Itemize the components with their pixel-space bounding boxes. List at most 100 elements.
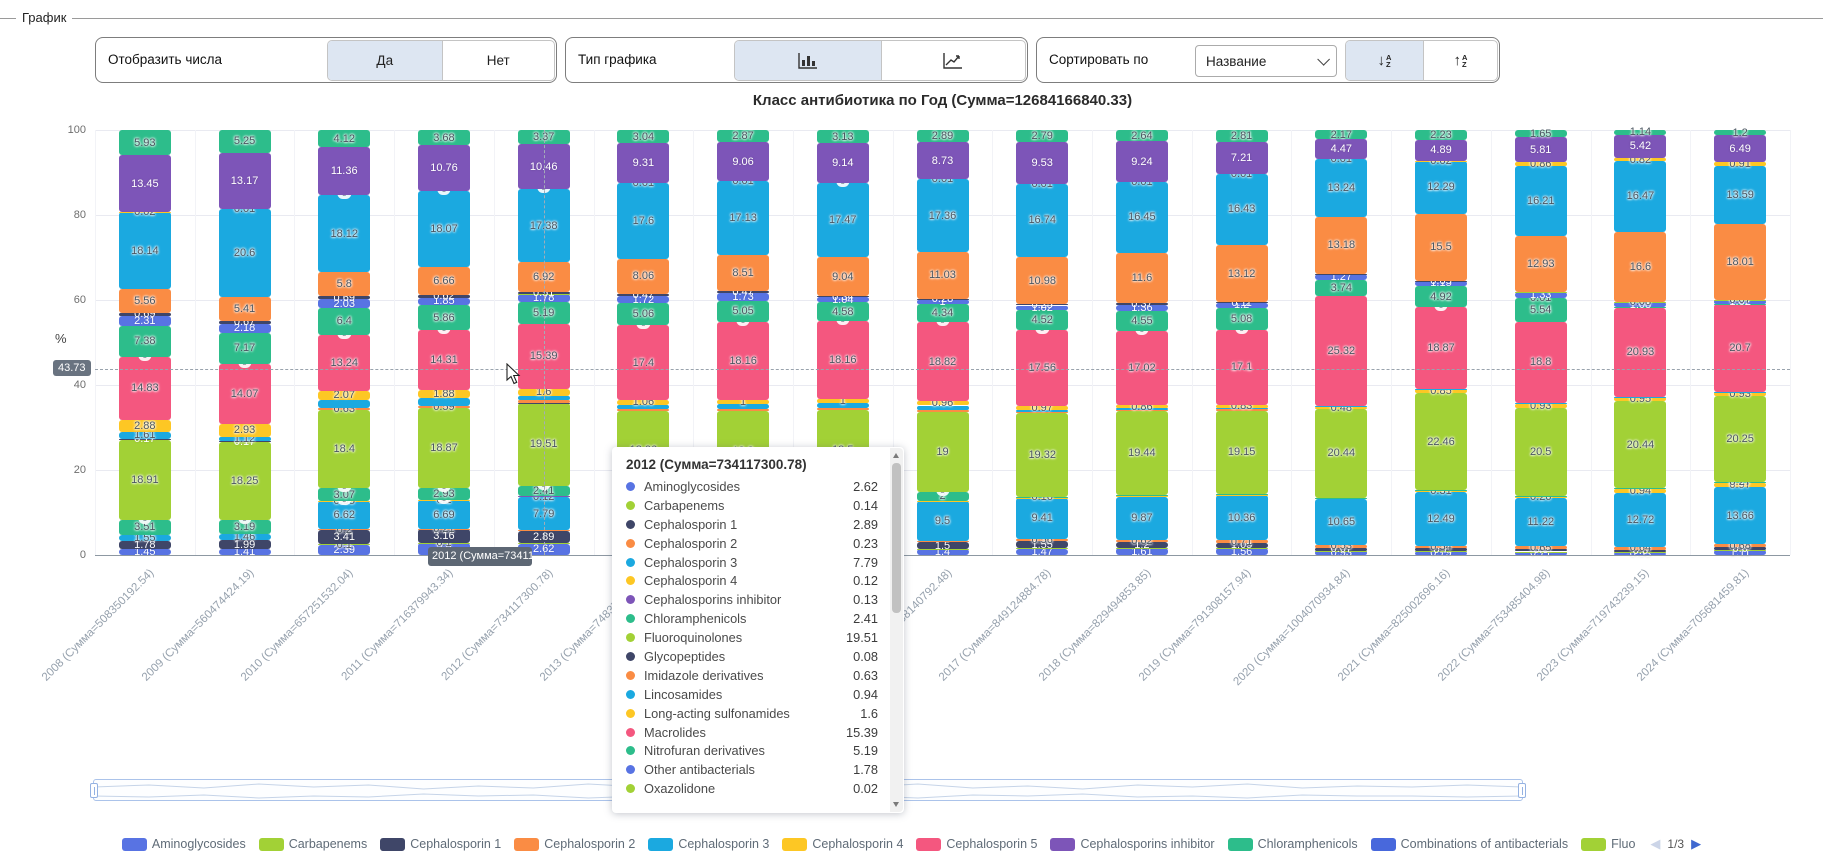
scrollbar-thumb[interactable] — [892, 463, 901, 613]
bar-segment[interactable] — [1514, 402, 1567, 404]
bar-segment[interactable] — [1215, 495, 1268, 541]
bar-segment[interactable] — [1714, 135, 1767, 163]
bar-segment[interactable] — [318, 307, 371, 335]
bar-segment[interactable] — [1016, 305, 1069, 310]
bar-segment[interactable] — [417, 297, 470, 306]
bar-segment[interactable] — [1016, 406, 1069, 411]
bar-segment[interactable] — [1415, 491, 1468, 546]
bar-segment[interactable] — [118, 325, 171, 357]
bar-segment[interactable] — [1415, 160, 1468, 214]
bar-segment[interactable] — [1614, 157, 1667, 162]
bar-segment[interactable] — [717, 300, 770, 323]
stacked-bar[interactable]: 2.390.13.410.26.620.0503.07018.40.632.07… — [318, 130, 371, 556]
bar-segment[interactable] — [1415, 393, 1468, 491]
bar-segment[interactable] — [1614, 549, 1667, 553]
bar-segment[interactable] — [1614, 134, 1667, 158]
legend-item[interactable]: Cephalosporin 4 — [782, 837, 903, 851]
stacked-bar[interactable]: 1.471.550.569.410.1619.320.9717.5604.521… — [1016, 130, 1069, 558]
bar-segment[interactable] — [1115, 496, 1168, 497]
bar-segment[interactable] — [218, 442, 271, 521]
bar-segment[interactable] — [1514, 403, 1567, 408]
bar-segment[interactable] — [617, 399, 670, 405]
legend-prev-page-icon[interactable]: ◀ — [1650, 836, 1661, 851]
legend-item[interactable]: Fluo — [1581, 837, 1635, 851]
bar-segment[interactable] — [1415, 213, 1468, 281]
bar-segment[interactable] — [1415, 139, 1468, 161]
bar-segment[interactable] — [1016, 410, 1069, 412]
bar-segment[interactable] — [1614, 130, 1667, 135]
stacked-bar[interactable]: 1.561.050.7110.3619.150.8317.105.081.20.… — [1215, 130, 1268, 558]
stacked-bar[interactable]: 0.71 0.6 0.65 11.22 0.26 20.5 0.93 18.8 5.54 0.01… — [1514, 128, 1567, 559]
bar-segment[interactable] — [1315, 550, 1368, 555]
bar-segment[interactable] — [1215, 245, 1268, 303]
bar-segment[interactable] — [1614, 547, 1667, 550]
bar-segment[interactable] — [1016, 183, 1069, 257]
bar-segment[interactable] — [1115, 409, 1168, 412]
bar-segment[interactable] — [1614, 307, 1667, 397]
bar-segment[interactable] — [1514, 551, 1567, 555]
bar-segment[interactable] — [816, 295, 869, 298]
bar-segment[interactable] — [1016, 304, 1069, 306]
bar-segment[interactable] — [1115, 542, 1168, 548]
bar-segment[interactable] — [1315, 274, 1368, 280]
bar-segment[interactable] — [218, 520, 271, 535]
bar-segment[interactable] — [218, 424, 271, 437]
bar-segment[interactable] — [318, 410, 371, 489]
sort-descending-button[interactable]: ↓ A Z — [1346, 41, 1423, 80]
bar-segment[interactable] — [1415, 285, 1468, 308]
bar-segment[interactable] — [1614, 302, 1667, 308]
legend-item[interactable]: Cephalosporin 5 — [916, 837, 1037, 851]
bar-segment[interactable] — [916, 549, 969, 555]
bar-segment[interactable] — [417, 329, 470, 391]
bar-segment[interactable] — [1315, 547, 1368, 551]
bar-segment[interactable] — [318, 529, 371, 531]
bar-segment[interactable] — [118, 548, 171, 555]
bar-segment[interactable] — [1514, 546, 1567, 549]
bar-segment[interactable] — [916, 299, 969, 304]
bar-segment[interactable] — [1514, 321, 1567, 403]
bar-segment[interactable] — [1016, 497, 1069, 539]
sort-field-select[interactable]: Название — [1195, 45, 1337, 77]
bar-segment[interactable] — [1115, 130, 1168, 142]
bar-segment[interactable] — [1415, 388, 1468, 390]
legend-next-page-icon[interactable]: ▶ — [1691, 836, 1702, 851]
bar-segment[interactable] — [1215, 173, 1268, 246]
bar-segment[interactable] — [1115, 404, 1168, 409]
bar-segment[interactable] — [1016, 541, 1069, 549]
bar-segment[interactable] — [916, 298, 969, 300]
bar-segment[interactable] — [1614, 231, 1667, 303]
bar-segment[interactable] — [1415, 548, 1468, 552]
bar-segment[interactable] — [1115, 495, 1168, 497]
bar-segment[interactable] — [1514, 496, 1567, 498]
stacked-bar[interactable]: 0.790.70.5412.490.3122.460.8518.8704.921… — [1415, 129, 1468, 559]
bar-segment[interactable] — [1215, 540, 1268, 544]
bar-segment[interactable] — [916, 322, 969, 402]
bar-segment[interactable] — [1514, 162, 1567, 166]
bar-segment[interactable] — [916, 501, 969, 542]
bar-segment[interactable] — [1714, 162, 1767, 167]
tooltip-scrollbar[interactable] — [890, 448, 903, 812]
bar-segment[interactable] — [1415, 130, 1468, 140]
sort-ascending-button[interactable]: ↑ A Z — [1423, 41, 1497, 80]
bar-segment[interactable] — [1714, 304, 1767, 392]
bar-segment[interactable] — [218, 436, 271, 442]
legend-item[interactable]: Cephalosporin 3 — [648, 837, 769, 851]
line-chart-type-button[interactable] — [880, 41, 1026, 80]
bar-segment[interactable] — [1115, 253, 1168, 304]
bar-segment[interactable] — [1315, 498, 1368, 546]
bar-segment[interactable] — [1115, 548, 1168, 555]
stacked-bar[interactable]: 1.11 0.6 0.68 13.66 0.97 0.27 20.25 0.93 20.7 1.0… — [1714, 127, 1767, 559]
bar-segment[interactable] — [318, 501, 371, 530]
bar-segment[interactable] — [1215, 308, 1268, 331]
bar-segment[interactable] — [118, 130, 171, 156]
bar-segment[interactable] — [1415, 490, 1468, 492]
bar-segment[interactable] — [816, 130, 869, 144]
bar-segment[interactable] — [717, 322, 770, 401]
bar-segment[interactable] — [1514, 130, 1567, 138]
bar-segment[interactable] — [816, 182, 869, 258]
bar-segment[interactable] — [1514, 407, 1567, 497]
bar-segment[interactable] — [1215, 543, 1268, 548]
bar-segment[interactable] — [1315, 216, 1368, 274]
bar-segment[interactable] — [1215, 130, 1268, 143]
bar-segment[interactable] — [118, 289, 171, 313]
